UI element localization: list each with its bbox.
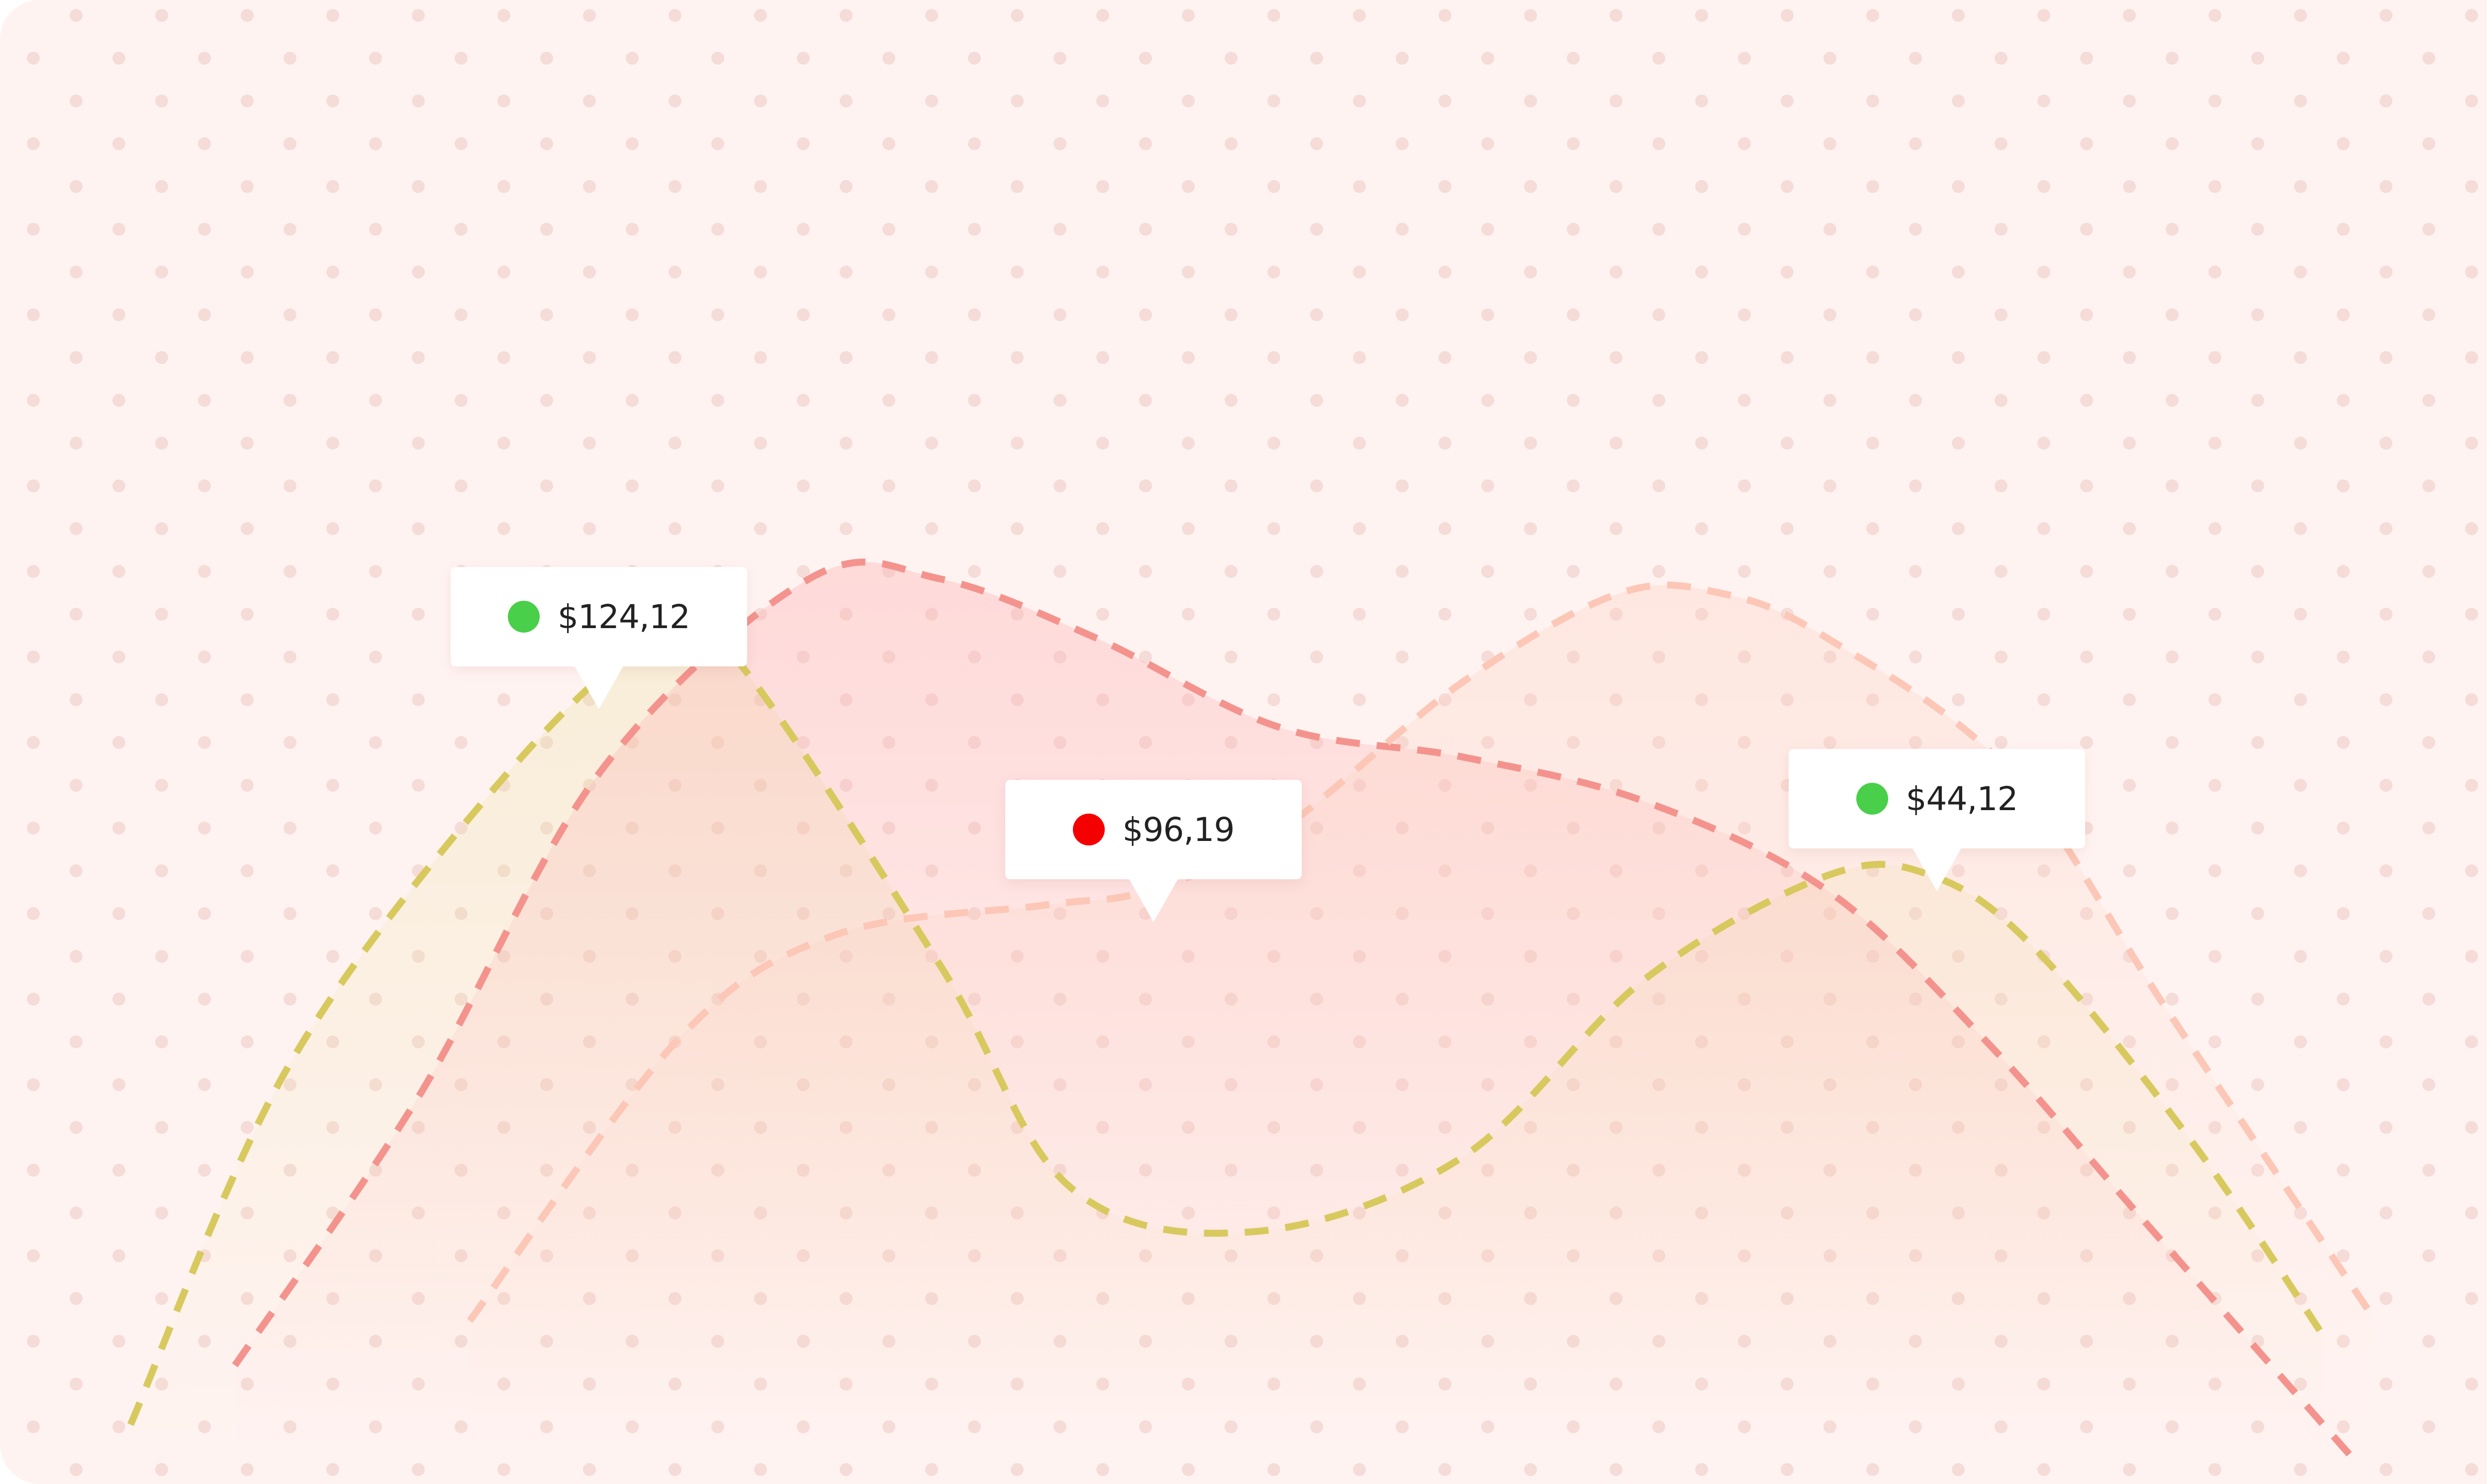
value-tooltip: $44,12 xyxy=(1789,749,2085,891)
value-tooltip: $96,19 xyxy=(1005,780,1302,922)
status-up-dot xyxy=(508,601,540,633)
series-line-1 xyxy=(127,613,2326,1426)
series-line-2 xyxy=(232,558,2352,1457)
tooltip-value: $44,12 xyxy=(1906,779,2018,818)
tooltip-value: $124,12 xyxy=(558,597,690,636)
status-down-dot xyxy=(1072,814,1105,845)
value-tooltip: $124,12 xyxy=(451,567,747,709)
tooltip-value: $96,19 xyxy=(1122,810,1235,849)
status-up-dot xyxy=(1856,783,1888,815)
series-lines xyxy=(127,558,2379,1457)
series-line-3 xyxy=(467,581,2379,1323)
